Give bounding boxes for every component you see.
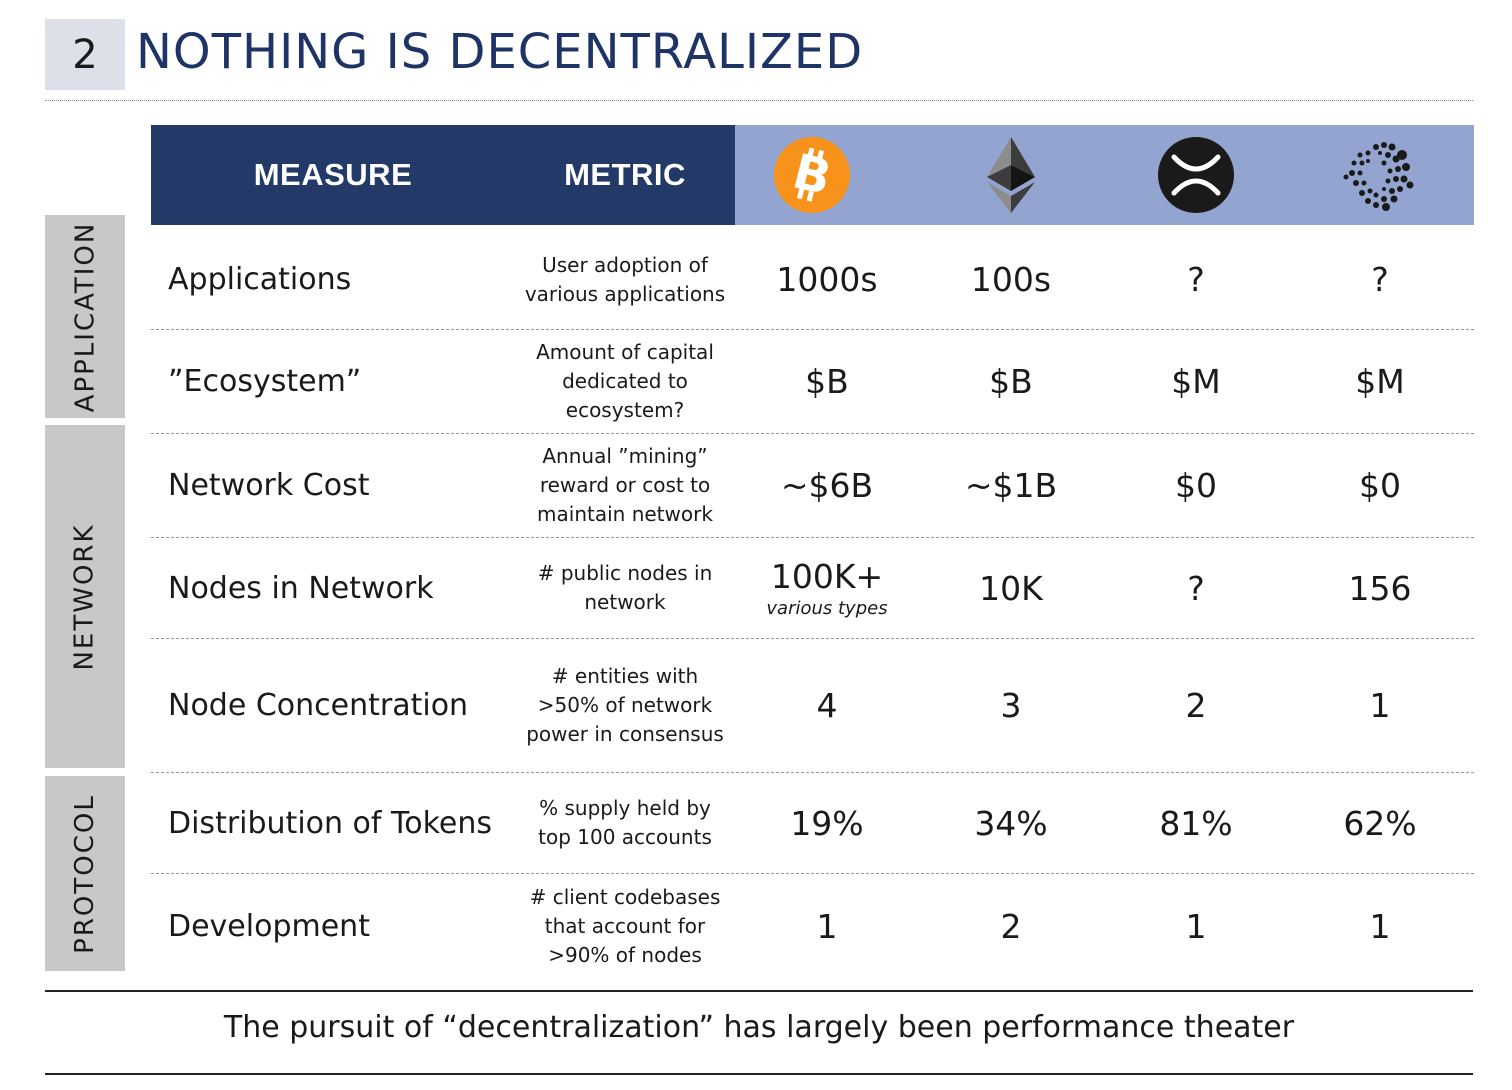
metric-cell: Amount of capital dedicated to ecosystem… [536,340,714,422]
section-label-text: PROTOCOL [70,793,101,954]
page-title: NOTHING IS DECENTRALIZED [136,24,864,80]
value-ethereum: 100s [970,260,1052,299]
measure-cell: Development [168,908,370,944]
measure-cell: Node Concentration [168,688,469,723]
value-text: 100K+ [770,557,884,596]
value-ethereum: ~$1B [964,466,1058,505]
row-divider [151,537,1474,538]
measure-header: MEASURE [253,157,413,192]
section-label-application: APPLICATION [45,215,125,418]
section-label-protocol: PROTOCOL [45,776,125,971]
section-label-network: NETWORK [45,425,125,768]
metric-cell: User adoption of various applications [524,252,726,306]
value-xrp: $0 [1175,466,1217,505]
metric-cell: # entities with >50% of network power in… [526,664,724,746]
section-label-text: APPLICATION [70,221,100,412]
row-divider [151,329,1474,330]
metric-cell: % supply held by top 100 accounts [538,796,712,849]
row-divider [151,772,1474,773]
value-iota: $0 [1359,466,1401,505]
metric-cell: # public nodes in network [537,561,713,614]
value-xrp: ? [1187,260,1205,299]
value-ethereum: 34% [974,803,1048,843]
value-bitcoin: 19% [790,803,864,843]
value-ethereum: $B [989,362,1033,401]
value-bitcoin: 100K+ various types [735,538,919,638]
value-xrp: 81% [1159,803,1233,843]
metric-cell: # client codebases that account for >90%… [529,884,721,967]
iota-icon [1343,142,1414,211]
value-bitcoin: $B [805,362,849,401]
bitcoin-icon: B [774,137,850,213]
value-bitcoin: 4 [816,686,838,725]
measure-cell: Nodes in Network [168,570,434,606]
measure-cell: Applications [168,262,352,297]
section-number: 2 [45,19,125,90]
ethereum-icon [987,137,1035,213]
row-divider [151,873,1474,874]
value-ethereum: 10K [979,568,1043,608]
value-xrp: ? [1187,568,1205,608]
measure-cell: Distribution of Tokens [168,805,492,841]
header-band-left [151,125,735,225]
takeaway-bottom-rule [45,1073,1473,1075]
section-label-text: NETWORK [70,522,101,671]
value-note: various types [766,598,888,619]
value-iota: 156 [1348,568,1412,608]
metric-header: METRIC [564,157,686,192]
value-xrp: 1 [1185,906,1207,946]
metric-cell: Annual ”mining” reward or cost to mainta… [537,444,713,526]
value-xrp: $M [1171,362,1221,401]
value-iota: 1 [1369,686,1391,725]
title-divider [45,100,1473,101]
value-bitcoin: 1000s [776,260,878,299]
value-iota: 62% [1343,803,1417,843]
row-divider [151,433,1474,434]
value-iota: $M [1355,362,1405,401]
xrp-icon [1158,137,1234,213]
measure-cell: ”Ecosystem” [168,364,362,399]
value-bitcoin: 1 [816,906,838,946]
value-iota: ? [1371,260,1389,299]
value-bitcoin: ~$6B [780,466,874,505]
value-ethereum: 3 [1000,686,1022,725]
takeaway-text: The pursuit of “decentralization” has la… [223,1010,1295,1045]
value-ethereum: 2 [1000,906,1022,946]
value-iota: 1 [1369,906,1391,946]
takeaway-top-rule [45,990,1473,992]
measure-cell: Network Cost [168,468,370,503]
value-xrp: 2 [1185,686,1207,725]
row-divider [151,638,1474,639]
